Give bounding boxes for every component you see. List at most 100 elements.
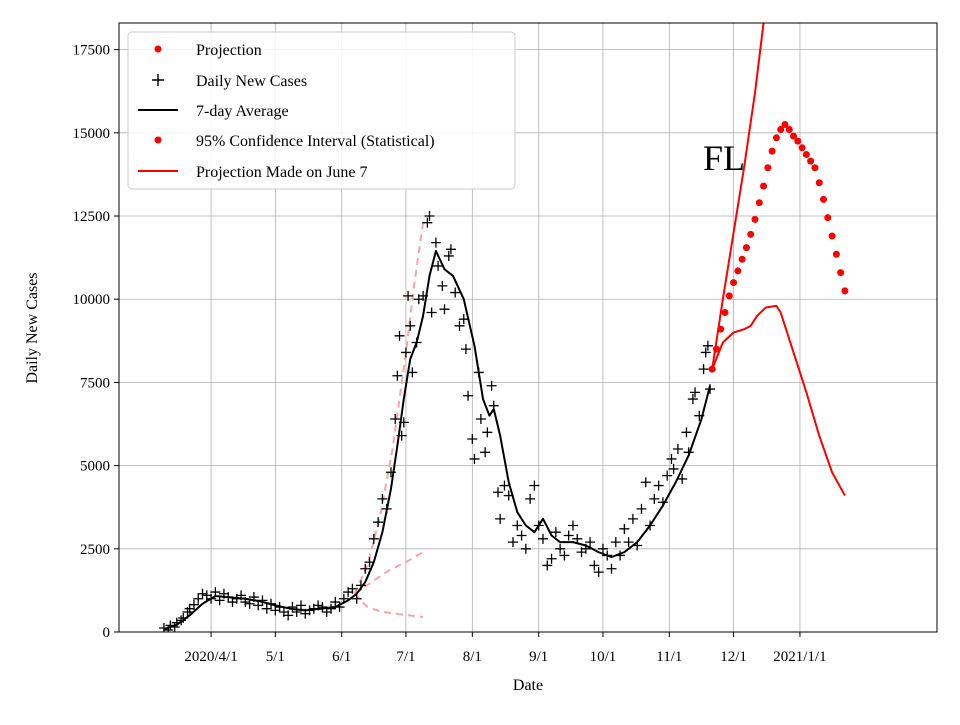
data-point-plus xyxy=(542,560,553,571)
data-point-plus xyxy=(396,430,407,441)
data-point-plus xyxy=(330,597,341,608)
projection-point xyxy=(747,230,755,238)
data-point-plus xyxy=(377,493,388,504)
axis-ticks: 2020/4/1 5/1 6/1 7/1 8/1 9/1 10/1 11/1 12/1 2021/… xyxy=(73,43,827,665)
series-line xyxy=(711,304,846,497)
projection-point xyxy=(717,325,725,333)
data-point-plus xyxy=(184,603,195,614)
legend-label: 95% Confidence Interval (Statistical) xyxy=(196,133,435,150)
data-point-plus xyxy=(439,304,450,315)
data-point-plus xyxy=(443,250,454,261)
data-point-plus xyxy=(653,480,664,491)
data-point-plus xyxy=(640,477,651,488)
data-point-plus xyxy=(662,470,673,481)
data-point-plus xyxy=(274,602,285,613)
projection-point xyxy=(764,164,772,172)
data-point-plus xyxy=(178,613,189,624)
data-point-plus xyxy=(248,592,259,603)
projection-point xyxy=(768,147,776,155)
data-point-plus xyxy=(210,587,221,598)
x-tick-label: 7/1 xyxy=(396,649,415,665)
projection-point xyxy=(755,199,763,207)
legend-label: Daily New Cases xyxy=(196,73,307,90)
data-point-plus xyxy=(597,543,608,554)
projection-point xyxy=(798,144,806,152)
data-point-plus xyxy=(555,543,566,554)
data-point-plus xyxy=(430,237,441,248)
data-point-plus xyxy=(351,593,362,604)
data-point-plus xyxy=(606,563,617,574)
projection-point xyxy=(820,195,828,203)
projection-point xyxy=(802,150,810,158)
x-tick-label: 11/1 xyxy=(656,649,682,665)
data-point-plus xyxy=(668,463,679,474)
series-95-confidence-interval-lower xyxy=(711,304,846,497)
x-axis-label: Date xyxy=(513,677,543,694)
data-point-plus xyxy=(418,290,429,301)
data-point-plus xyxy=(495,513,506,524)
data-point-plus xyxy=(338,593,349,604)
projection-point xyxy=(790,132,798,140)
series-95-confidence-interval-upper xyxy=(711,23,765,370)
data-point-plus xyxy=(257,595,268,606)
data-point-plus xyxy=(291,607,302,618)
data-point-plus xyxy=(400,347,411,358)
data-point-plus xyxy=(206,593,217,604)
data-point-plus xyxy=(158,623,169,632)
projection-point xyxy=(760,182,768,190)
data-point-plus xyxy=(690,387,701,398)
data-point-plus xyxy=(426,307,437,318)
data-point-plus xyxy=(636,503,647,514)
data-point-plus xyxy=(197,588,208,599)
data-point-plus xyxy=(405,320,416,331)
series-projection xyxy=(708,121,849,373)
data-point-plus xyxy=(482,427,493,438)
series-line xyxy=(163,249,711,631)
data-point-plus xyxy=(563,530,574,541)
legend-dot-marker xyxy=(154,45,162,53)
legend-entry-7-day-average: 7-day Average xyxy=(138,103,289,120)
data-point-plus xyxy=(392,370,403,381)
data-point-plus xyxy=(296,600,307,611)
data-point-plus xyxy=(261,603,272,614)
data-point-plus xyxy=(450,287,461,298)
y-tick-label: 5000 xyxy=(80,459,110,475)
data-point-plus xyxy=(493,487,504,498)
series-line xyxy=(711,23,765,370)
data-point-plus xyxy=(672,443,683,454)
projection-point xyxy=(772,134,780,142)
data-point-plus xyxy=(486,380,497,391)
data-point-plus xyxy=(394,330,405,341)
data-point-plus xyxy=(480,447,491,458)
region-annotation: FL xyxy=(703,138,745,178)
data-point-plus xyxy=(705,384,716,395)
projection-point xyxy=(725,292,733,300)
data-point-plus xyxy=(244,598,255,609)
data-point-plus xyxy=(360,563,371,574)
plot-frame xyxy=(118,22,938,633)
data-point-plus xyxy=(334,602,345,613)
data-point-plus xyxy=(610,537,621,548)
data-point-plus xyxy=(437,280,448,291)
projection-point xyxy=(738,255,746,263)
data-point-plus xyxy=(165,620,176,631)
projection-point xyxy=(832,250,840,258)
data-point-plus xyxy=(176,615,187,626)
projection-point xyxy=(751,215,759,223)
data-point-plus xyxy=(666,453,677,464)
data-point-plus xyxy=(325,603,336,614)
series-layer xyxy=(158,23,849,632)
data-point-plus xyxy=(460,344,471,355)
legend: Projection Daily New Cases 7-day Average… xyxy=(127,31,516,190)
projection-point xyxy=(837,269,845,277)
data-point-plus xyxy=(602,550,613,561)
y-tick-label: 2500 xyxy=(80,542,110,558)
data-point-plus xyxy=(411,337,422,348)
y-tick-label: 0 xyxy=(103,625,111,641)
x-tick-label: 12/1 xyxy=(720,649,747,665)
data-point-plus xyxy=(193,593,204,604)
legend-plus-marker xyxy=(152,74,164,86)
x-tick-label: 9/1 xyxy=(529,649,548,665)
data-point-plus xyxy=(385,467,396,478)
y-tick-label: 10000 xyxy=(73,292,111,308)
